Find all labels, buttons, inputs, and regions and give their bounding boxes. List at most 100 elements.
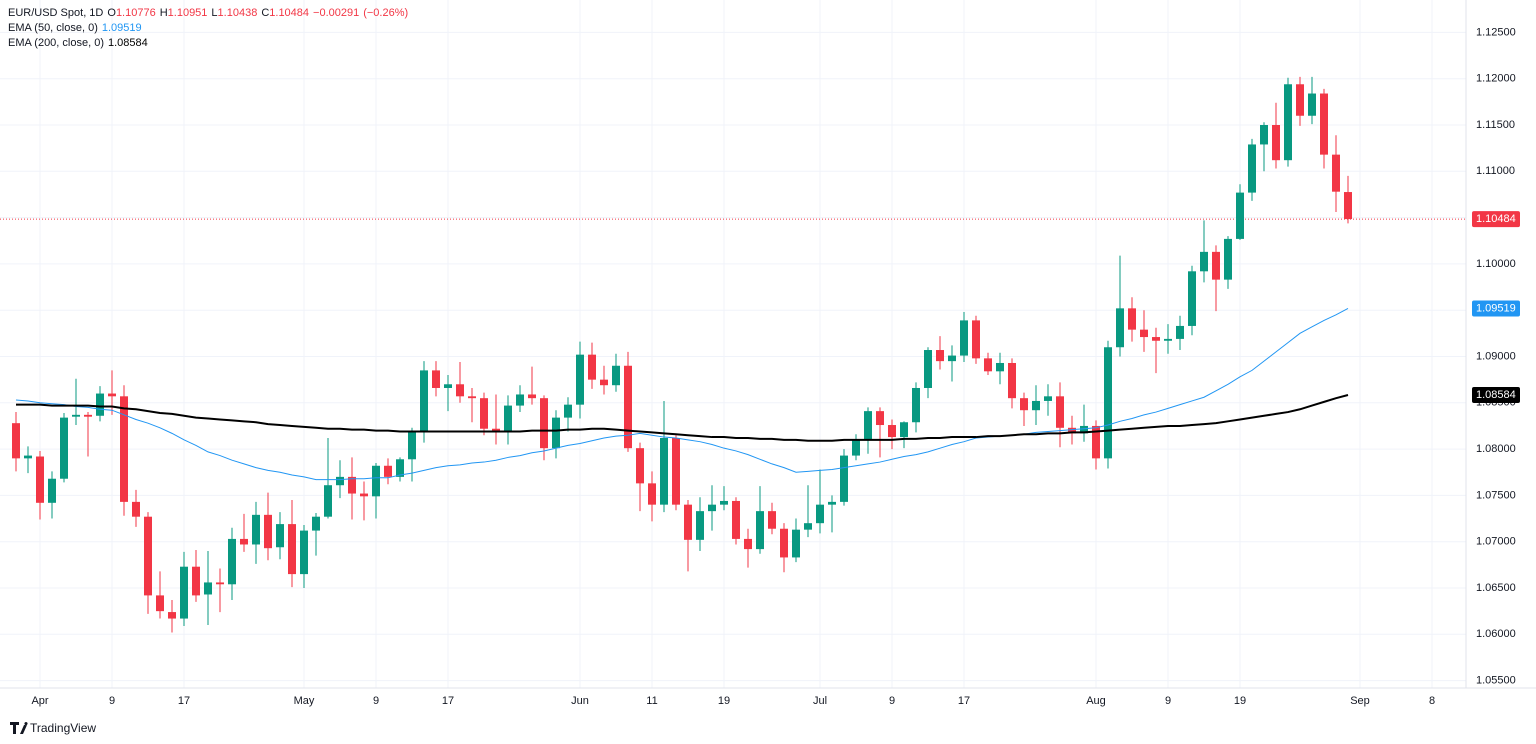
candle-body	[48, 478, 56, 503]
candle-body	[624, 365, 632, 449]
candle-body	[348, 476, 356, 494]
candle-body	[972, 320, 980, 359]
candle-body	[984, 358, 992, 372]
y-tick-label: 1.06000	[1476, 628, 1516, 640]
candle-body	[1224, 238, 1232, 280]
candle-body	[468, 396, 476, 399]
candle-body	[960, 320, 968, 356]
candle-body	[924, 350, 932, 388]
x-tick-label: Sep	[1350, 695, 1370, 707]
candle-body	[312, 516, 320, 531]
ema-line	[16, 394, 1349, 442]
candle-body	[108, 393, 116, 397]
x-tick-label: 17	[178, 695, 190, 707]
candle-body	[1068, 427, 1076, 434]
ema-price-label: 1.09519	[1476, 302, 1516, 314]
candle-body	[192, 566, 200, 596]
indicator-name: EMA (200, close, 0)	[8, 37, 104, 49]
logo-icon	[10, 722, 28, 734]
candle-body	[660, 437, 668, 505]
candle-body	[900, 422, 908, 438]
candle-body	[720, 500, 728, 505]
x-tick-label: Apr	[31, 695, 48, 707]
candle-body	[648, 483, 656, 505]
candle-body	[852, 439, 860, 456]
y-tick-label: 1.10000	[1476, 258, 1516, 270]
candle-body	[396, 459, 404, 477]
candle-body	[696, 511, 704, 540]
ema-price-label: 1.08584	[1476, 389, 1516, 401]
candle-body	[840, 455, 848, 502]
x-tick-label: 17	[958, 695, 970, 707]
x-tick-label: 8	[1429, 695, 1435, 707]
candle-body	[444, 384, 452, 388]
ema-price-box	[1472, 387, 1520, 404]
candle-body	[1200, 251, 1208, 272]
candle-body	[264, 514, 272, 549]
ohlc-letter: O	[107, 7, 116, 19]
candle-body	[1212, 251, 1220, 280]
ohlc-letter: H	[159, 7, 168, 19]
candle-body	[1104, 347, 1112, 459]
candle-body	[360, 493, 368, 497]
candle-body	[564, 404, 572, 418]
y-tick-label: 1.09000	[1476, 350, 1516, 362]
candle-body	[372, 465, 380, 497]
candle-body	[1020, 398, 1028, 411]
brand-logo	[10, 722, 28, 734]
candle-body	[1332, 154, 1340, 192]
candle-body	[636, 448, 644, 484]
candle-body	[288, 524, 296, 575]
candle-body	[204, 582, 212, 595]
legend-row: EMA (200, close, 0) 1.08584	[8, 36, 412, 51]
legend-row: EUR/USD Spot, 1D O1.10776 H1.10951 L1.10438…	[8, 6, 412, 21]
candles	[12, 76, 1352, 633]
candle-body	[84, 414, 92, 417]
candle-body	[276, 524, 284, 548]
candle-body	[1320, 93, 1328, 155]
ema-price-box	[1472, 300, 1520, 317]
candle-body	[60, 417, 68, 479]
candle-body	[948, 355, 956, 362]
candle-body	[240, 538, 248, 545]
candle-body	[1128, 308, 1136, 330]
candle-body	[936, 350, 944, 362]
candle-body	[72, 414, 80, 417]
candle-body	[1140, 329, 1148, 338]
candle-body	[888, 425, 896, 438]
y-tick-label: 1.12000	[1476, 73, 1516, 85]
last-price-label: 1.10484	[1476, 213, 1516, 225]
y-tick-label: 1.07000	[1476, 536, 1516, 548]
candle-body	[144, 516, 152, 596]
candle-body	[1296, 84, 1304, 116]
candle-body	[732, 500, 740, 539]
candle-body	[480, 398, 488, 429]
ohlc-value: 1.10438	[217, 7, 258, 19]
x-tick-label: 11	[646, 695, 657, 707]
candle-body	[252, 514, 260, 545]
candle-body	[1164, 338, 1172, 341]
candle-body	[1308, 93, 1316, 116]
y-tick-label: 1.11000	[1476, 165, 1515, 177]
candle-body	[684, 504, 692, 540]
candle-body	[756, 511, 764, 550]
candle-body	[876, 411, 884, 426]
x-tick-label: 17	[442, 695, 454, 707]
brand-label: TradingView	[30, 721, 96, 735]
legend-row: EMA (50, close, 0) 1.09519	[8, 21, 412, 36]
candle-body	[1248, 144, 1256, 193]
candle-body	[300, 530, 308, 575]
candle-body	[1260, 125, 1268, 145]
candle-body	[708, 504, 716, 512]
ohlc-value: 1.10951	[167, 7, 208, 19]
candle-body	[792, 529, 800, 558]
candle-body	[12, 423, 20, 459]
change-value: −0.00291	[313, 7, 360, 19]
candle-body	[996, 362, 1004, 372]
candle-body	[768, 511, 776, 529]
candle-body	[24, 455, 32, 459]
ohlc-letter: L	[211, 7, 218, 19]
candle-body	[1092, 425, 1100, 459]
candle-body	[168, 612, 176, 619]
